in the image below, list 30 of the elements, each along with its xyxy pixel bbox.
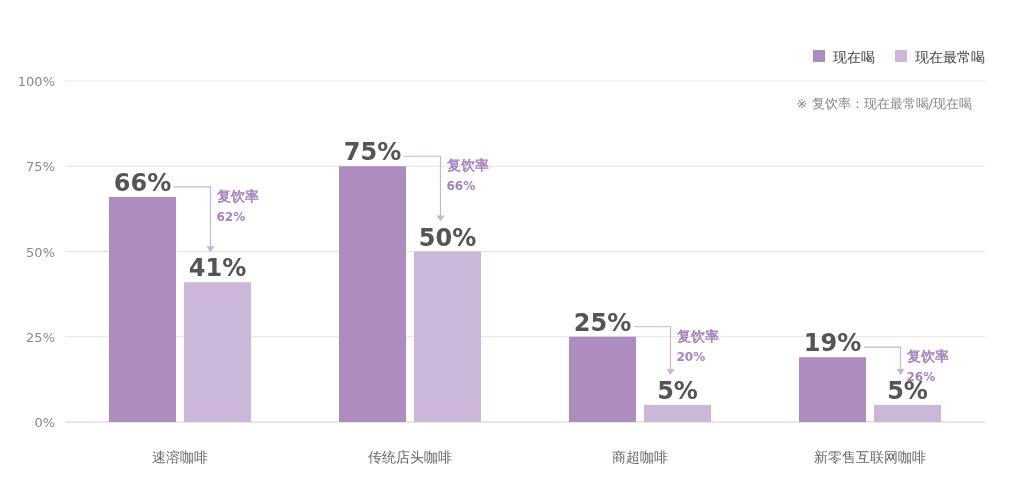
bar xyxy=(414,251,481,422)
y-tick-label: 50% xyxy=(26,244,55,260)
data-label: 75% xyxy=(343,138,402,167)
x-tick-label: 速溶咖啡 xyxy=(152,449,208,465)
legend-label: 现在最常喝 xyxy=(915,49,985,65)
data-label: 25% xyxy=(573,308,632,337)
y-tick-label: 0% xyxy=(34,415,55,430)
bar xyxy=(109,196,176,422)
data-label: 50% xyxy=(418,223,477,252)
x-tick-label: 新零售互联网咖啡 xyxy=(814,449,926,465)
data-label: 19% xyxy=(803,329,862,358)
annotation: 复饮率 20% xyxy=(675,327,719,364)
annotation: 复饮率 66% xyxy=(445,157,489,194)
annotation: ※ 复饮率：现在最常喝/现在喝 xyxy=(796,96,972,111)
x-tick-label: 传统店头咖啡 xyxy=(368,449,452,465)
annotation: 复饮率 62% xyxy=(215,187,259,224)
y-tick-label: 25% xyxy=(26,329,55,345)
bar xyxy=(339,166,406,422)
bar xyxy=(569,336,636,422)
data-label: 41% xyxy=(188,254,247,283)
bar xyxy=(874,404,941,422)
legend-label: 现在喝 xyxy=(833,49,875,65)
bar xyxy=(799,357,866,422)
data-label: 66% xyxy=(113,168,172,197)
bar xyxy=(644,404,711,422)
x-tick-label: 商超咖啡 xyxy=(612,449,668,465)
y-tick-label: 100% xyxy=(17,74,55,89)
data-label: 5% xyxy=(657,376,698,405)
bar xyxy=(184,282,251,422)
y-tick-label: 75% xyxy=(26,159,55,175)
